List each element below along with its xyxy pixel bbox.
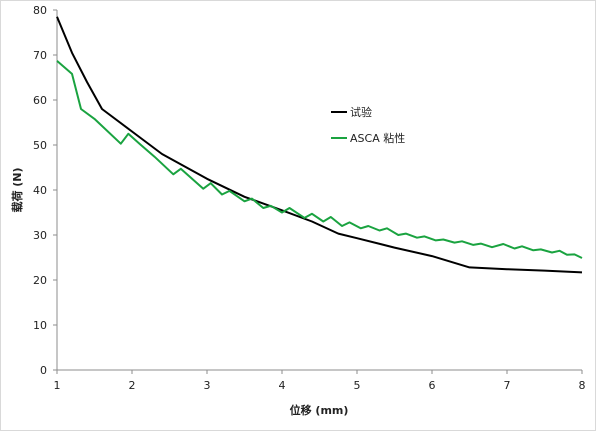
y-tick-label: 50 [33,139,47,152]
x-tick-label: 3 [204,379,211,392]
series-line-asca-viscous [56,60,583,259]
legend: 试验 ASCA 粘性 [331,105,405,145]
x-axis-title: 位移 (mm) [290,403,349,417]
y-tick-label: 60 [33,94,47,107]
y-tick-label: 80 [33,4,47,17]
y-tick-label: 0 [40,364,47,377]
x-tick-label: 4 [279,379,286,392]
y-tick-label: 30 [33,229,47,242]
x-tick-label: 7 [504,379,511,392]
y-tick-label: 10 [33,319,47,332]
y-ticks: 0 10 20 30 40 50 60 70 80 [33,4,57,377]
y-axis-title: 载荷 (N) [10,167,24,212]
legend-label-asca-viscous: ASCA 粘性 [350,131,405,145]
y-tick-label: 70 [33,49,47,62]
series-line-experiment [56,16,583,274]
x-ticks: 1 2 3 4 5 6 7 8 [54,370,586,392]
legend-label-experiment: 试验 [350,105,372,119]
series-layer [56,16,583,274]
x-tick-label: 5 [354,379,361,392]
x-tick-label: 1 [54,379,61,392]
y-tick-label: 20 [33,274,47,287]
x-tick-label: 8 [579,379,586,392]
x-tick-label: 6 [429,379,436,392]
x-tick-label: 2 [129,379,136,392]
y-tick-label: 40 [33,184,47,197]
axes [56,10,582,371]
